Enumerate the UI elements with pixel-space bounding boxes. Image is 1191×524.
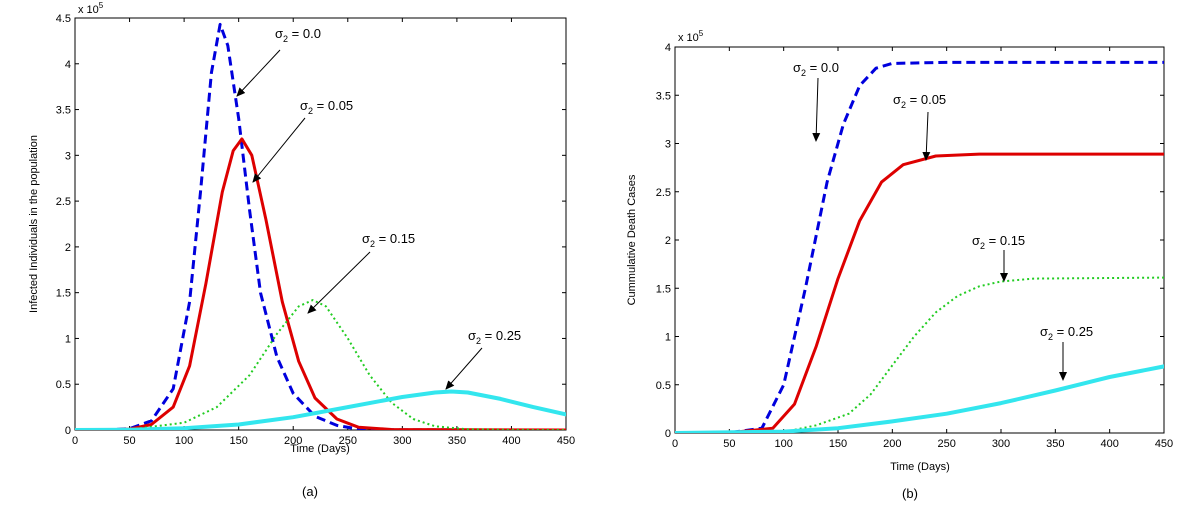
svg-text:σ2 = 0.0: σ2 = 0.0 (793, 60, 839, 78)
chart-a-x-tick-label: 300 (393, 435, 411, 447)
chart-a-x-tick-label: 450 (557, 435, 575, 447)
chart-b-plot-area (674, 46, 1165, 434)
chart-b-x-tick-label: 50 (723, 438, 735, 450)
chart-a-multiplier: x 105 (78, 1, 104, 16)
chart-b-annotation-0-arrow (812, 77, 821, 142)
chart-b-y-tick-label: 3.5 (656, 90, 671, 102)
chart-a-y-tick-label: 1.5 (56, 288, 71, 300)
chart-b-y-tick-label: 4 (665, 42, 671, 54)
chart-a-grid-ticks: 0 50 100 150 200 250 300 350 400 450 0 0.5 1 1.5 2 2.5 3… (56, 13, 575, 447)
chart-a-x-tick-label: 50 (123, 435, 135, 447)
chart-b-x-tick-label: 350 (1046, 438, 1064, 450)
chart-b-x-tick-label: 450 (1155, 438, 1173, 450)
chart-b-series-2-line (675, 276, 1164, 433)
svg-text:σ2 = 0.05: σ2 = 0.05 (893, 92, 946, 110)
chart-a-annotation-3: σ2 = 0.25 (445, 328, 521, 390)
chart-a-y-tick-label: 3 (65, 150, 71, 162)
chart-b-series-0-line (675, 60, 1164, 433)
chart-b-y-tick-label: 2 (665, 235, 671, 247)
chart-b-panel-label: (b) (902, 486, 918, 501)
chart-b-y-tick-label: 0 (665, 428, 671, 440)
chart-a-x-tick-label: 250 (339, 435, 357, 447)
chart-a-annotation-3-arrow (445, 347, 483, 390)
chart-a-series-0-line (75, 22, 566, 430)
chart-b-series-group (675, 60, 1164, 433)
chart-b-x-tick-label: 250 (937, 438, 955, 450)
chart-b-series-3-line (675, 364, 1164, 433)
svg-text:σ2 = 0.0: σ2 = 0.0 (275, 26, 321, 44)
chart-b-annotation-1: σ2 = 0.05 (893, 92, 946, 161)
chart-a-y-tick-label: 4 (65, 59, 71, 71)
chart-b: 0 50 100 150 200 250 300 350 400 450 0 0.5 1 1.5 2 2.5 3… (626, 29, 1173, 501)
chart-a-annotation-1: σ2 = 0.05 (252, 98, 353, 183)
chart-a-x-axis-label: Time (Days) (290, 443, 349, 455)
chart-a-annotation-0-arrow (236, 49, 281, 97)
chart-a-x-tick-label: 400 (502, 435, 520, 447)
chart-a-series-2-line (75, 299, 566, 430)
chart-b-x-tick-label: 300 (992, 438, 1010, 450)
chart-b-series-1-line (675, 152, 1164, 433)
chart-b-x-tick-label: 400 (1100, 438, 1118, 450)
chart-b-annotation-3: σ2 = 0.25 (1040, 324, 1093, 381)
chart-b-annotation-2: σ2 = 0.15 (972, 233, 1025, 282)
chart-a-series-3-line (75, 389, 566, 430)
chart-a-plot-area (74, 17, 567, 431)
chart-a-y-tick-label: 0 (65, 425, 71, 437)
chart-a-annotation-0: σ2 = 0.0 (236, 26, 321, 97)
chart-b-x-axis-label: Time (Days) (890, 461, 949, 473)
chart-a-annotation-1-arrow (252, 117, 306, 183)
chart-a-y-tick-label: 4.5 (56, 13, 71, 25)
chart-a-panel-label: (a) (302, 484, 318, 499)
chart-a-x-tick-label: 100 (175, 435, 193, 447)
chart-b-grid-ticks: 0 50 100 150 200 250 300 350 400 450 0 0.5 1 1.5 2 2.5 3… (656, 42, 1173, 450)
chart-b-y-tick-label: 0.5 (656, 380, 671, 392)
svg-text:σ2 = 0.05: σ2 = 0.05 (300, 98, 353, 116)
chart-a-x-tick-label: 150 (229, 435, 247, 447)
chart-a-annotation-2: σ2 = 0.15 (307, 231, 415, 314)
chart-b-multiplier: x 105 (678, 29, 704, 44)
chart-a-y-tick-label: 3.5 (56, 105, 71, 117)
chart-a-y-tick-label: 0.5 (56, 379, 71, 391)
chart-a-y-tick-label: 1 (65, 333, 71, 345)
chart-b-y-tick-label: 1 (665, 332, 671, 344)
svg-text:σ2 = 0.25: σ2 = 0.25 (1040, 324, 1093, 342)
svg-text:σ2 = 0.15: σ2 = 0.15 (972, 233, 1025, 251)
chart-b-y-tick-label: 3 (665, 139, 671, 151)
chart-a: 0 50 100 150 200 250 300 350 400 450 0 0.5 1 1.5 2 2.5 3… (28, 1, 575, 499)
chart-a-annotation-2-arrow (307, 251, 371, 314)
chart-b-x-tick-label: 100 (774, 438, 792, 450)
chart-a-series-group (75, 22, 566, 430)
chart-b-y-axis-label: Cummulative Death Cases (626, 174, 638, 305)
chart-b-x-tick-label: 0 (672, 438, 678, 450)
chart-a-series-1-line (75, 137, 566, 430)
svg-text:σ2 = 0.15: σ2 = 0.15 (362, 231, 415, 249)
chart-a-x-tick-label: 350 (448, 435, 466, 447)
chart-b-x-tick-label: 200 (883, 438, 901, 450)
chart-a-y-axis-label: Infected Individuals in the population (28, 135, 40, 313)
chart-b-y-tick-label: 2.5 (656, 187, 671, 199)
chart-a-x-tick-label: 200 (284, 435, 302, 447)
chart-b-y-tick-label: 1.5 (656, 283, 671, 295)
chart-a-y-tick-label: 2.5 (56, 196, 71, 208)
chart-b-annotation-0: σ2 = 0.0 (793, 60, 839, 142)
chart-b-annotation-1-arrow (922, 111, 931, 161)
chart-a-x-tick-label: 0 (72, 435, 78, 447)
chart-a-y-tick-label: 2 (65, 242, 71, 254)
svg-text:σ2 = 0.25: σ2 = 0.25 (468, 328, 521, 346)
chart-b-x-tick-label: 150 (829, 438, 847, 450)
